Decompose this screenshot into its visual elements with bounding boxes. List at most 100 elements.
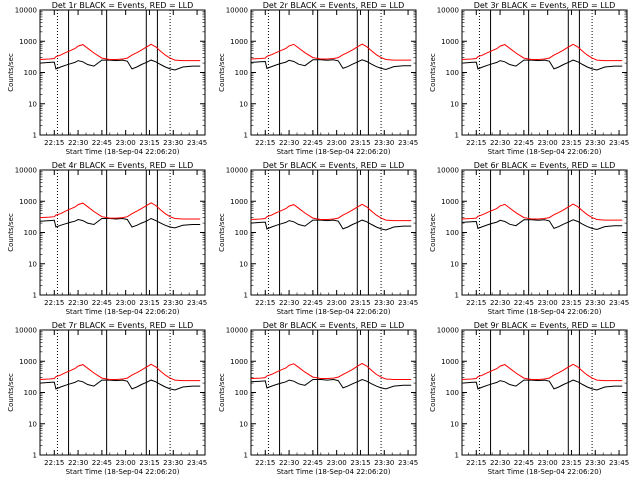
x-tick-label: 23:15 <box>561 459 581 467</box>
y-tick-label: 10 <box>239 100 248 108</box>
y-tick-label: 100 <box>446 229 459 237</box>
black-events-series <box>39 59 201 71</box>
x-tick-label: 23:30 <box>374 139 394 147</box>
x-tick-label: 22:45 <box>514 459 534 467</box>
x-tick-label: 23:45 <box>398 139 418 147</box>
black-events-series <box>39 217 201 229</box>
x-tick-label: 23:15 <box>139 299 159 307</box>
black-events-series <box>461 379 623 391</box>
panel-det-4: Det 4r BLACK = Events, RED = LLD 1 10 100 10… <box>7 161 207 316</box>
red-lld-series <box>461 203 623 221</box>
x-tick-label: 23:45 <box>609 299 629 307</box>
y-axis-label: Counts/sec <box>218 213 226 252</box>
x-tick-label: 23:15 <box>350 459 370 467</box>
y-tick-label: 1000 <box>19 38 37 46</box>
black-events-series <box>250 219 412 231</box>
y-tick-label: 10000 <box>437 7 459 15</box>
x-tick-label: 22:15 <box>44 459 64 467</box>
x-axis-label: Start Time (18-Sep-04 22:06:20) <box>66 148 180 156</box>
x-tick-label: 22:45 <box>514 299 534 307</box>
y-tick-label: 1000 <box>230 38 248 46</box>
y-tick-label: 10000 <box>15 167 37 175</box>
x-tick-label: 23:45 <box>187 299 207 307</box>
x-axis-label: Start Time (18-Sep-04 22:06:20) <box>488 308 602 316</box>
y-axis-label: Counts/sec <box>429 213 437 252</box>
y-tick-label: 1 <box>244 452 248 460</box>
panel-det-7: Det 7r BLACK = Events, RED = LLD 1 10 100 10… <box>7 321 207 476</box>
y-tick-label: 1 <box>455 292 459 300</box>
axes-frame <box>461 169 628 296</box>
x-tick-label: 23:15 <box>561 299 581 307</box>
x-tick-label: 22:45 <box>92 299 112 307</box>
red-lld-series <box>250 203 412 222</box>
axes-frame <box>39 169 206 296</box>
x-tick-label: 22:30 <box>490 299 510 307</box>
y-tick-label: 10000 <box>437 327 459 335</box>
x-tick-label: 23:45 <box>609 139 629 147</box>
y-tick-label: 1 <box>33 452 37 460</box>
black-events-series <box>39 379 201 391</box>
y-axis-label: Counts/sec <box>7 53 15 92</box>
y-tick-label: 100 <box>24 69 37 77</box>
x-tick-label: 23:00 <box>327 299 347 307</box>
axes-frame <box>461 329 628 456</box>
y-tick-label: 100 <box>24 389 37 397</box>
black-events-series <box>250 378 412 390</box>
red-lld-series <box>250 362 412 380</box>
black-events-series <box>250 59 412 71</box>
x-axis-label: Start Time (18-Sep-04 22:06:20) <box>66 468 180 476</box>
x-tick-label: 22:30 <box>490 459 510 467</box>
x-tick-label: 23:15 <box>561 139 581 147</box>
x-tick-label: 22:30 <box>68 299 88 307</box>
y-tick-label: 100 <box>446 389 459 397</box>
y-tick-label: 100 <box>235 229 248 237</box>
y-tick-label: 10000 <box>437 167 459 175</box>
x-tick-label: 23:15 <box>350 299 370 307</box>
axes-frame <box>39 329 206 456</box>
x-tick-label: 23:00 <box>538 139 558 147</box>
panel-title: Det 8r BLACK = Events, RED = LLD <box>263 321 405 330</box>
y-axis-label: Counts/sec <box>218 373 226 412</box>
x-tick-label: 22:45 <box>303 459 323 467</box>
y-tick-label: 10000 <box>226 327 248 335</box>
x-tick-label: 22:15 <box>44 299 64 307</box>
y-tick-label: 1 <box>33 132 37 140</box>
panel-title: Det 5r BLACK = Events, RED = LLD <box>263 161 405 170</box>
x-tick-label: 23:30 <box>585 139 605 147</box>
x-tick-label: 23:00 <box>538 459 558 467</box>
y-tick-label: 10000 <box>15 327 37 335</box>
axes-frame <box>250 9 417 136</box>
y-tick-label: 10 <box>450 100 459 108</box>
x-tick-label: 22:30 <box>279 139 299 147</box>
red-lld-series <box>39 363 201 382</box>
axes-frame <box>39 9 206 136</box>
panel-det-8: Det 8r BLACK = Events, RED = LLD 1 10 100 10… <box>218 321 418 476</box>
x-tick-label: 22:15 <box>255 459 275 467</box>
panel-title: Det 3r BLACK = Events, RED = LLD <box>474 1 616 10</box>
y-axis-label: Counts/sec <box>7 373 15 412</box>
y-tick-label: 100 <box>235 389 248 397</box>
x-axis-label: Start Time (18-Sep-04 22:06:20) <box>488 468 602 476</box>
panel-title: Det 6r BLACK = Events, RED = LLD <box>474 161 616 170</box>
panel-det-6: Det 6r BLACK = Events, RED = LLD 1 10 100 10… <box>429 161 629 316</box>
red-lld-series <box>461 43 623 62</box>
y-axis-label: Counts/sec <box>7 213 15 252</box>
y-tick-label: 1000 <box>230 358 248 366</box>
x-tick-label: 23:15 <box>350 139 370 147</box>
x-tick-label: 23:00 <box>327 139 347 147</box>
y-tick-label: 1000 <box>441 358 459 366</box>
y-tick-label: 1 <box>244 132 248 140</box>
x-tick-label: 23:00 <box>116 299 136 307</box>
y-axis-label: Counts/sec <box>218 53 226 92</box>
panel-det-1: Det 1r BLACK = Events, RED = LLD 1 10 100 10… <box>7 1 207 156</box>
y-tick-label: 10000 <box>226 167 248 175</box>
y-tick-label: 1000 <box>441 198 459 206</box>
x-tick-label: 23:00 <box>116 139 136 147</box>
axes-frame <box>250 329 417 456</box>
panel-title: Det 4r BLACK = Events, RED = LLD <box>52 161 194 170</box>
x-tick-label: 23:00 <box>116 459 136 467</box>
red-lld-series <box>39 43 201 62</box>
panel-title: Det 1r BLACK = Events, RED = LLD <box>52 1 194 10</box>
y-tick-label: 1 <box>455 132 459 140</box>
